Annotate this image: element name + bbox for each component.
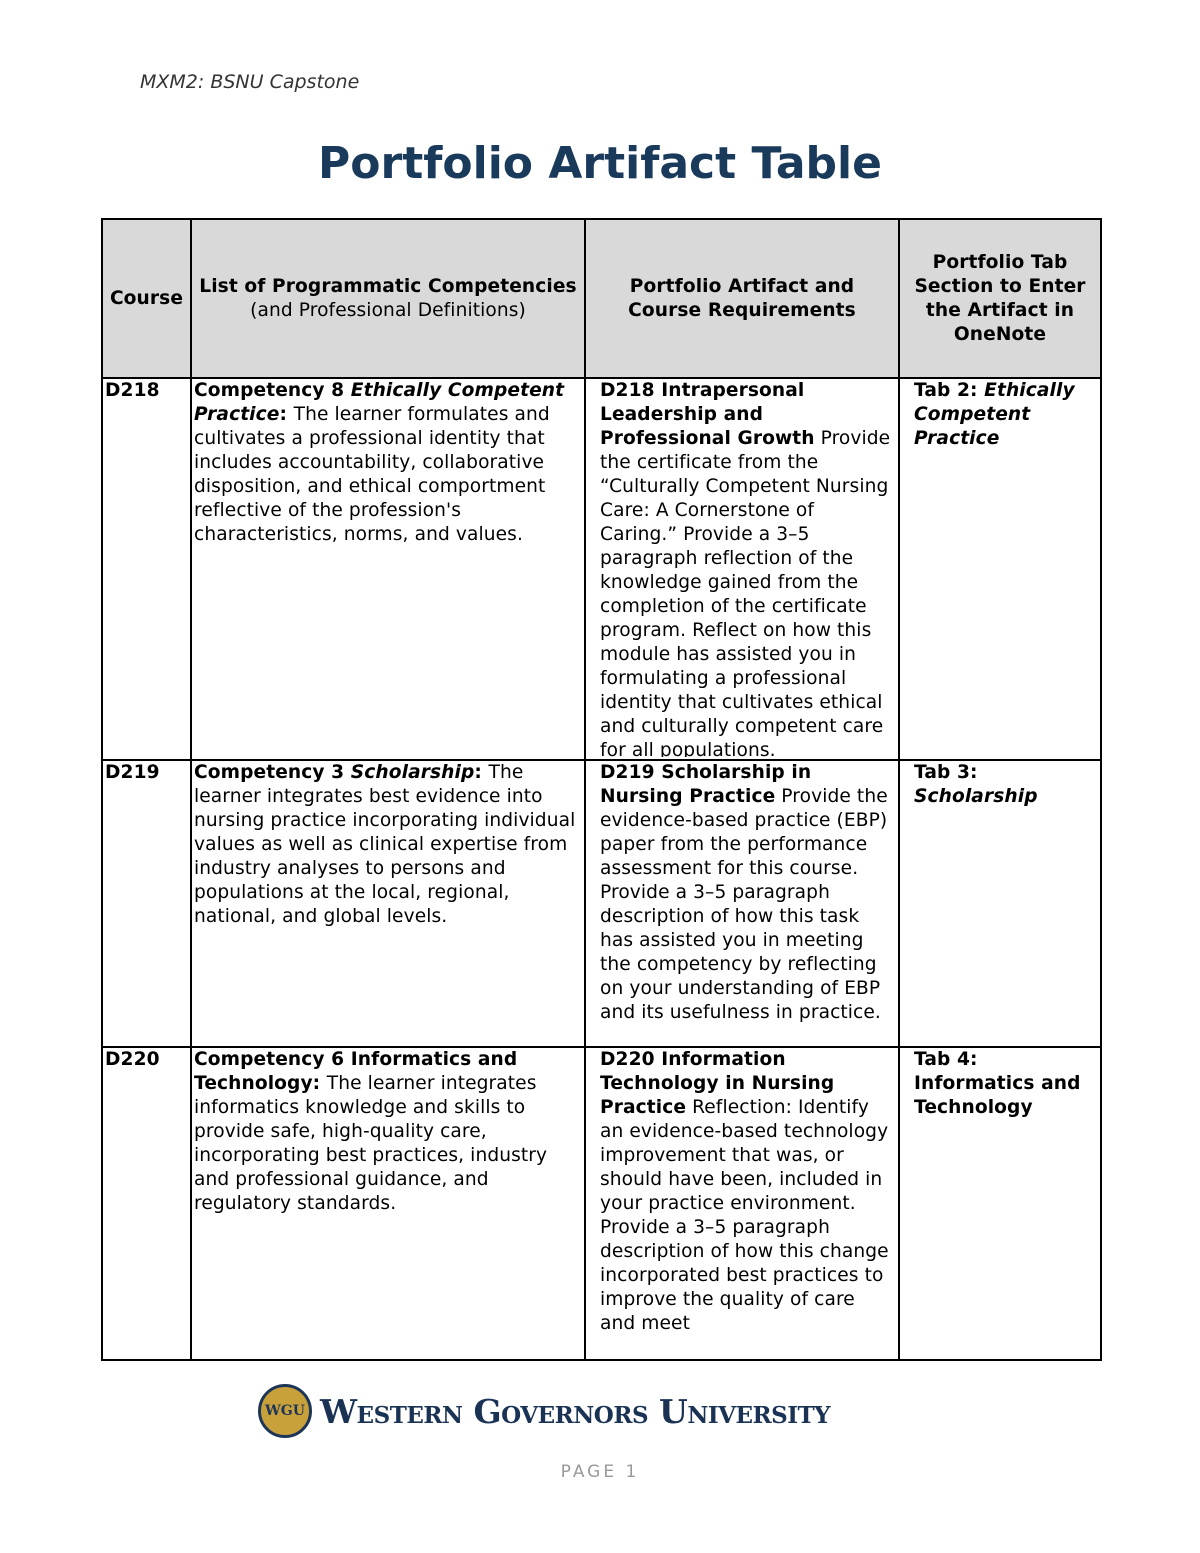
competency-cell-text: : [279,404,294,425]
seal-text: WGU [265,1403,305,1419]
page-title: Portfolio Artifact Table [318,138,882,189]
tab-cell-text: Scholarship [914,786,1038,807]
competency-cell-text: The learner formulates and cultivates a … [194,404,550,545]
artifact-cell-text: Provide the certificate from the “Cultur… [600,428,891,757]
running-header: MXM2: BSNU Capstone [140,71,360,93]
page-number: PAGE 1 [560,1462,640,1482]
course-code: D219 [101,759,192,1048]
competency-cell: Competency 8 Ethically Competent Practic… [190,377,586,761]
table-row: D218 Competency 8 Ethically Competent Pra… [101,377,1102,761]
artifact-cell-text: Provide the evidence-based practice (EBP… [600,786,888,1023]
table-header-row: Course List of Programmatic Competencies… [101,218,1102,379]
artifact-cell: D218 Intrapersonal Leadership and Profes… [584,377,900,761]
tab-cell-text: Tab 4: Informatics and Technology [914,1049,1081,1118]
header-competencies-sub: (and Professional Definitions) [250,299,526,321]
competency-cell-text: : [474,762,489,783]
competency-cell-text: Ethically Competent Practice [194,380,565,425]
artifact-cell: D219 Scholarship in Nursing Practice Pro… [584,759,900,1048]
header-artifact: Portfolio Artifact and Course Requiremen… [584,218,900,379]
header-competencies-title: List of Programmatic Competencies [199,275,577,297]
course-code: D218 [101,377,192,761]
artifact-cell: D220 Information Technology in Nursing P… [584,1046,900,1361]
header-competencies: List of Programmatic Competencies (and P… [190,218,586,379]
artifact-cell-text: Reflection: Identify an evidence-based t… [600,1097,889,1334]
tab-cell-text: Tab 3: [914,762,978,783]
competency-cell-text: Competency 3 [194,762,351,783]
header-tab: Portfolio Tab Section to Enter the Artif… [898,218,1102,379]
tab-cell-text: Tab 2: [914,380,985,401]
competency-cell-text: Scholarship [350,762,475,783]
table-row: D220 Competency 6 Informatics and Technol… [101,1046,1102,1361]
competency-cell-text: Competency 6 Informatics and Technology: [194,1049,518,1094]
wgu-seal-icon: WGU [258,1384,312,1438]
artifact-cell-text: D220 Information Technology in Nursing P… [600,1049,835,1118]
tab-cell: Tab 3: Scholarship [898,759,1102,1048]
competency-cell: Competency 3 Scholarship: The learner in… [190,759,586,1048]
tab-cell: Tab 2: Ethically Competent Practice [898,377,1102,761]
competency-cell-text: The learner integrates informatics knowl… [194,1073,548,1214]
artifact-cell-text: D218 Intrapersonal Leadership and Profes… [600,380,815,449]
competency-cell-text: The learner integrates best evidence int… [194,762,576,927]
artifact-table: Course List of Programmatic Competencies… [101,218,1102,1361]
competency-cell-text: Competency 8 [194,380,351,401]
artifact-cell-text: D219 Scholarship in Nursing Practice [600,762,812,807]
wgu-logo: WGU Western Governors University [258,1384,831,1438]
tab-cell-text: Ethically Competent Practice [914,380,1075,449]
header-course: Course [101,218,192,379]
wgu-wordmark: Western Governors University [320,1391,831,1431]
course-code: D220 [101,1046,192,1361]
competency-cell: Competency 6 Informatics and Technology:… [190,1046,586,1361]
tab-cell: Tab 4: Informatics and Technology [898,1046,1102,1361]
table-row: D219 Competency 3 Scholarship: The learne… [101,759,1102,1048]
